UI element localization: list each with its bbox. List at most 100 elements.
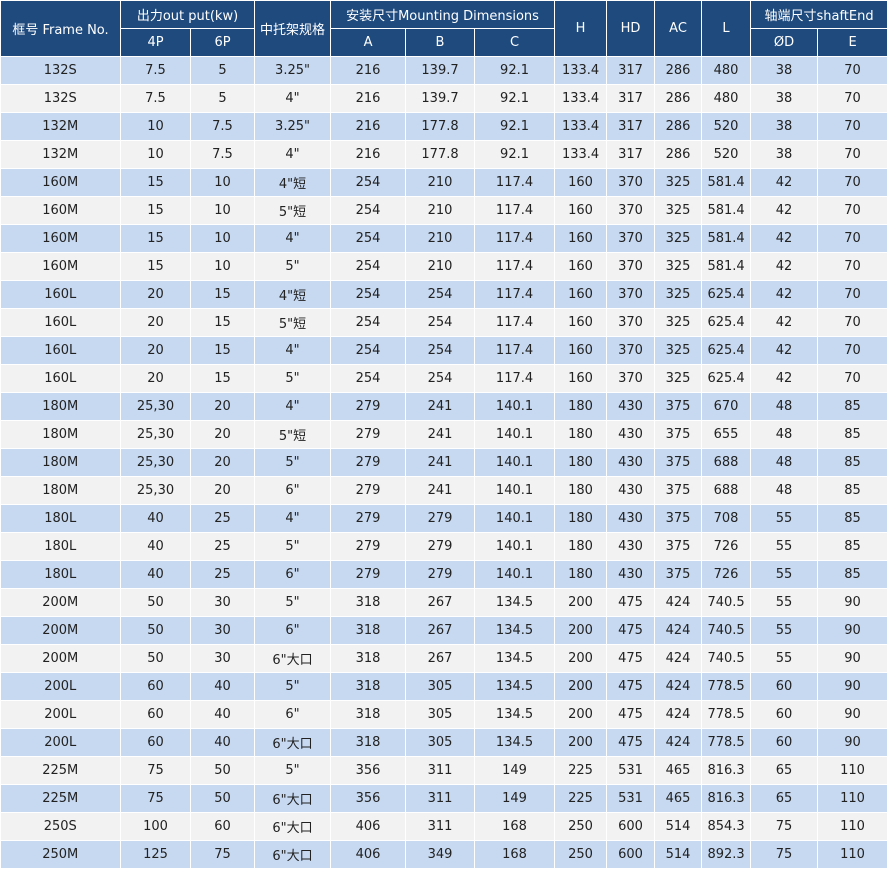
cell-dim-l: 778.5 xyxy=(701,700,752,729)
cell-bracket-spec: 5"短 xyxy=(254,420,332,449)
cell-dim-c: 117.4 xyxy=(474,224,556,253)
cell-dim-c: 134.5 xyxy=(474,644,556,673)
cell-shaft-e: 90 xyxy=(817,588,887,617)
cell-dim-a: 356 xyxy=(330,784,407,813)
cell-dim-h: 200 xyxy=(554,672,608,701)
cell-shaft-e: 70 xyxy=(817,224,887,253)
cell-shaft-od: 38 xyxy=(750,56,819,85)
cell-dim-l: 688 xyxy=(701,448,752,477)
cell-shaft-e: 90 xyxy=(817,644,887,673)
table-row: 160M 15 10 5"短 254 210 117.4 160 370 325 581.4 42 70 xyxy=(0,196,887,225)
cell-dim-a: 216 xyxy=(330,112,407,141)
cell-shaft-od: 42 xyxy=(750,224,819,253)
cell-bracket-spec: 6" xyxy=(254,700,332,729)
cell-dim-b: 254 xyxy=(405,364,476,393)
cell-frame-no: 200M xyxy=(0,616,121,645)
cell-output-6p: 10 xyxy=(190,224,256,253)
cell-output-6p: 30 xyxy=(190,644,256,673)
header-c: C xyxy=(474,28,556,57)
cell-dim-hd: 370 xyxy=(606,280,656,309)
cell-bracket-spec: 4"短 xyxy=(254,168,332,197)
cell-dim-l: 740.5 xyxy=(701,616,752,645)
header-ac: AC xyxy=(654,0,703,57)
cell-output-6p: 75 xyxy=(190,840,256,869)
cell-shaft-od: 55 xyxy=(750,532,819,561)
cell-dim-ac: 286 xyxy=(654,140,703,169)
cell-dim-hd: 600 xyxy=(606,840,656,869)
cell-shaft-od: 42 xyxy=(750,196,819,225)
cell-shaft-e: 85 xyxy=(817,476,887,505)
cell-dim-l: 778.5 xyxy=(701,728,752,757)
cell-dim-b: 254 xyxy=(405,308,476,337)
cell-output-4p: 10 xyxy=(120,140,191,169)
header-4p: 4P xyxy=(120,28,191,57)
cell-output-4p: 50 xyxy=(120,616,191,645)
cell-shaft-e: 70 xyxy=(817,280,887,309)
cell-dim-hd: 475 xyxy=(606,616,656,645)
cell-dim-ac: 465 xyxy=(654,756,703,785)
cell-dim-hd: 430 xyxy=(606,532,656,561)
cell-dim-hd: 370 xyxy=(606,308,656,337)
cell-bracket-spec: 5" xyxy=(254,448,332,477)
cell-dim-b: 305 xyxy=(405,700,476,729)
cell-dim-b: 210 xyxy=(405,252,476,281)
table-row: 160M 15 10 4"短 254 210 117.4 160 370 325 581.4 42 70 xyxy=(0,168,887,197)
cell-shaft-e: 70 xyxy=(817,56,887,85)
cell-dim-ac: 286 xyxy=(654,56,703,85)
cell-dim-h: 200 xyxy=(554,700,608,729)
cell-dim-h: 160 xyxy=(554,196,608,225)
cell-output-4p: 100 xyxy=(120,812,191,841)
cell-shaft-od: 65 xyxy=(750,784,819,813)
header-output: 出力out put(kw) xyxy=(119,0,256,29)
cell-dim-c: 168 xyxy=(474,840,556,869)
cell-dim-l: 726 xyxy=(701,560,752,589)
cell-shaft-e: 90 xyxy=(817,728,887,757)
cell-dim-a: 318 xyxy=(330,644,407,673)
cell-dim-l: 688 xyxy=(701,476,752,505)
cell-dim-c: 117.4 xyxy=(474,196,556,225)
cell-dim-hd: 430 xyxy=(606,560,656,589)
table-row: 180L 40 25 4" 279 279 140.1 180 430 375 708 55 85 xyxy=(0,504,887,533)
cell-dim-l: 816.3 xyxy=(701,756,752,785)
cell-output-6p: 7.5 xyxy=(190,140,256,169)
cell-output-6p: 5 xyxy=(190,84,256,113)
cell-dim-hd: 430 xyxy=(606,392,656,421)
table-row: 180M 25,30 20 6" 279 241 140.1 180 430 375 688 48 85 xyxy=(0,476,887,505)
cell-dim-b: 210 xyxy=(405,196,476,225)
cell-dim-h: 133.4 xyxy=(554,140,608,169)
cell-frame-no: 160M xyxy=(0,252,121,281)
cell-dim-l: 625.4 xyxy=(701,336,752,365)
cell-frame-no: 250M xyxy=(0,840,121,869)
header-shaft-end: 轴端尺寸shaftEnd xyxy=(750,0,887,29)
cell-shaft-od: 42 xyxy=(750,364,819,393)
cell-dim-a: 318 xyxy=(330,700,407,729)
cell-shaft-e: 85 xyxy=(817,560,887,589)
cell-output-4p: 40 xyxy=(120,504,191,533)
cell-shaft-od: 60 xyxy=(750,672,819,701)
cell-output-4p: 15 xyxy=(120,224,191,253)
table-row: 200L 60 40 6" 318 305 134.5 200 475 424 778.5 60 90 xyxy=(0,700,887,729)
cell-dim-h: 180 xyxy=(554,420,608,449)
cell-output-4p: 25,30 xyxy=(120,420,191,449)
cell-shaft-od: 55 xyxy=(750,504,819,533)
cell-dim-hd: 430 xyxy=(606,504,656,533)
cell-shaft-e: 90 xyxy=(817,616,887,645)
cell-bracket-spec: 4" xyxy=(254,392,332,421)
cell-dim-l: 581.4 xyxy=(701,252,752,281)
header-mounting-dimensions: 安装尺寸Mounting Dimensions xyxy=(330,0,556,29)
cell-dim-a: 279 xyxy=(330,532,407,561)
cell-dim-l: 892.3 xyxy=(701,840,752,869)
cell-dim-b: 305 xyxy=(405,728,476,757)
cell-dim-l: 625.4 xyxy=(701,364,752,393)
cell-dim-hd: 317 xyxy=(606,84,656,113)
cell-dim-c: 149 xyxy=(474,756,556,785)
cell-frame-no: 225M xyxy=(0,756,121,785)
cell-dim-b: 311 xyxy=(405,812,476,841)
cell-dim-h: 180 xyxy=(554,392,608,421)
cell-output-4p: 25,30 xyxy=(120,392,191,421)
cell-dim-h: 180 xyxy=(554,532,608,561)
cell-bracket-spec: 5" xyxy=(254,588,332,617)
cell-shaft-e: 85 xyxy=(817,420,887,449)
cell-output-4p: 50 xyxy=(120,588,191,617)
